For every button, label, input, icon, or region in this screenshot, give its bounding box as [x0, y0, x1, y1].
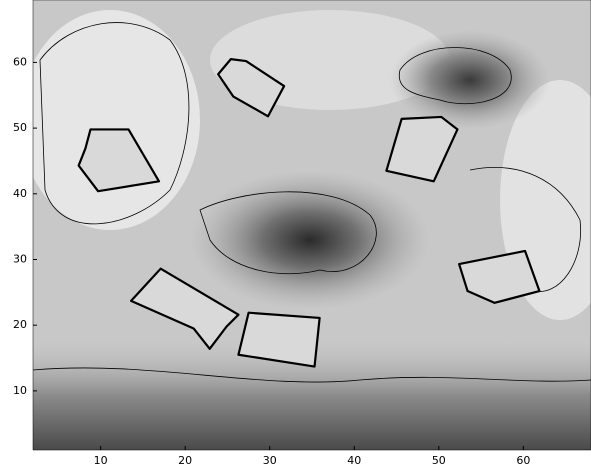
y-tick-label: 10: [13, 384, 27, 397]
x-tick-label: 20: [178, 454, 192, 467]
y-tick-label: 50: [13, 121, 27, 134]
y-tick-label: 60: [13, 55, 27, 68]
field: [20, 0, 591, 450]
y-tick-label: 40: [13, 187, 27, 200]
chart: 10 20 30 40 50 60 10 20 30 40 50 60: [0, 0, 591, 468]
x-tick-label: 30: [263, 454, 277, 467]
x-tick-label: 60: [516, 454, 530, 467]
x-tick-label: 40: [347, 454, 361, 467]
x-tick-label: 10: [94, 454, 108, 467]
y-tick-label: 30: [13, 252, 27, 265]
x-tick-label: 50: [432, 454, 446, 467]
y-tick-label: 20: [13, 318, 27, 331]
